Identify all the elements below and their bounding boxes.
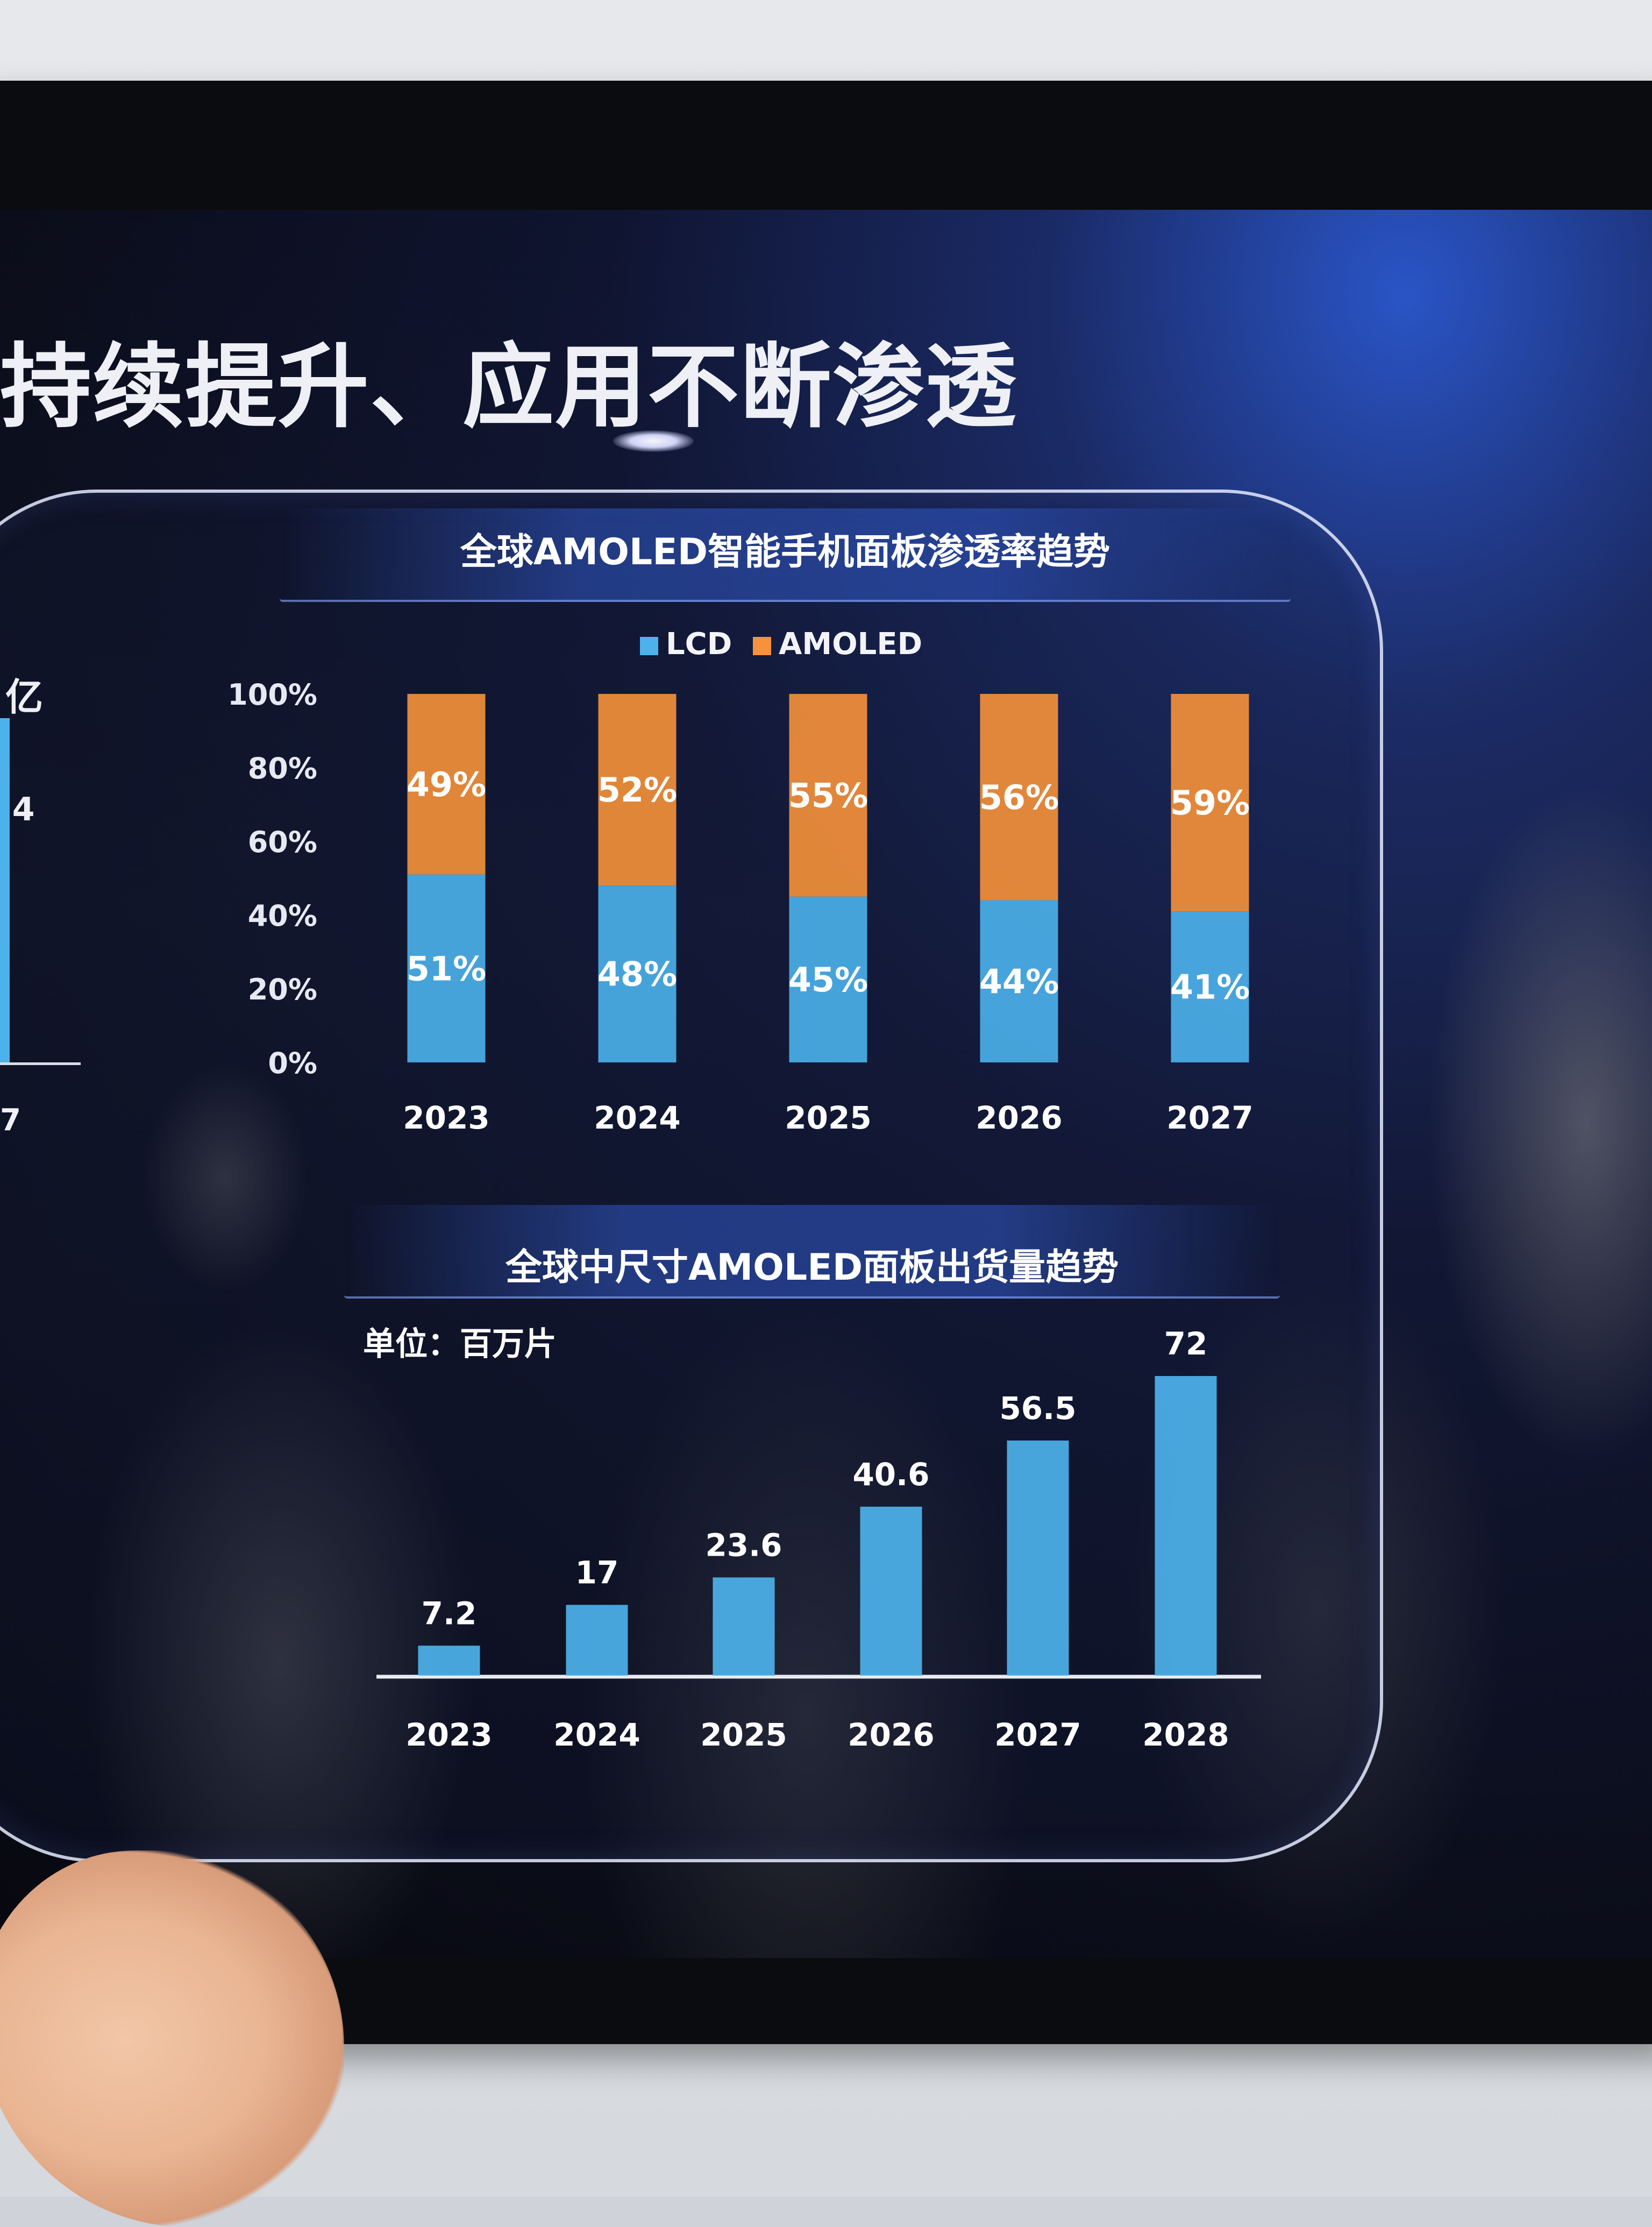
data-label-amoled-2025: 55% [788,776,868,815]
page-title: 持续提升、应用不断渗透 [0,334,1018,441]
bar-shipment-2027 [1007,1440,1069,1676]
bar-shipment-2024 [566,1605,628,1676]
bar-shipment-2025 [713,1577,775,1676]
legend-swatch-amoled [753,637,771,655]
left-chart-tick-fragment: 7 [0,1103,21,1138]
chart1-title-band [280,508,1291,602]
data-label-amoled-2027: 59% [1170,783,1250,822]
data-label-lcd-2023: 51% [407,949,486,988]
data-label-lcd-2025: 45% [788,960,868,999]
x-tick-label: 2028 [1142,1717,1229,1753]
bar-lcd-2024 [598,885,677,1062]
chart1-title: 全球AMOLED智能手机面板渗透率趋势 [460,531,1110,573]
bar-lcd-2023 [407,874,486,1062]
chart2-title-band [344,1205,1280,1299]
x-tick-label: 2026 [848,1717,934,1753]
data-label-amoled-2024: 52% [597,770,677,810]
data-label-lcd-2024: 48% [597,955,677,994]
data-label-shipment-2024: 17 [575,1554,619,1591]
presenter-hand [0,1850,344,2227]
bar-amoled-2026 [980,694,1058,900]
legend-label-lcd: LCD [666,627,732,662]
bar-lcd-2025 [789,896,867,1062]
bar-lcd-2026 [980,900,1058,1062]
data-label-shipment-2027: 56.5 [999,1390,1076,1427]
legend-swatch-lcd [640,637,658,655]
x-tick-label: 2025 [700,1717,787,1753]
bar-shipment-2026 [860,1506,922,1676]
x-tick-label: 2026 [975,1100,1062,1136]
left-chart-bar-fragment [0,718,10,1062]
left-chart-unit-fragment: 亿 [5,675,43,719]
bar-shipment-2028 [1155,1376,1217,1676]
x-tick-label: 2024 [594,1100,680,1136]
bar-shipment-2023 [418,1646,480,1676]
x-tick-label: 2027 [994,1717,1081,1753]
x-tick-label: 2023 [403,1100,489,1136]
bar-lcd-2027 [1171,911,1249,1062]
legend-label-amoled: AMOLED [779,627,922,662]
data-label-lcd-2026: 44% [979,962,1059,1001]
y-tick-label: 60% [248,825,317,859]
y-tick-label: 0% [268,1046,317,1080]
bar-amoled-2024 [598,694,677,886]
bar-amoled-2023 [407,694,486,875]
chart2-title: 全球中尺寸AMOLED面板出货量趋势 [505,1246,1119,1289]
chart2-unit-label: 单位：百万片 [363,1325,557,1363]
data-label-lcd-2027: 41% [1170,968,1250,1007]
data-label-shipment-2028: 72 [1164,1325,1208,1362]
data-label-amoled-2026: 56% [979,778,1059,817]
y-tick-label: 20% [248,973,317,1006]
x-tick-label: 2025 [785,1100,871,1136]
chart-panel [0,490,1383,1862]
x-tick-label: 2023 [405,1717,492,1753]
bar-amoled-2025 [789,694,867,897]
data-label-shipment-2023: 7.2 [422,1595,477,1632]
y-tick-label: 40% [248,899,317,933]
data-label-amoled-2023: 49% [407,765,486,804]
data-label-shipment-2025: 23.6 [705,1527,782,1563]
x-tick-label: 2024 [553,1717,640,1753]
data-label-shipment-2026: 40.6 [852,1456,929,1493]
y-tick-label: 80% [248,751,317,785]
y-tick-label: 100% [227,678,317,712]
left-chart-axis-fragment [0,1062,81,1065]
bar-amoled-2027 [1171,694,1249,912]
x-tick-label: 2027 [1166,1100,1253,1136]
